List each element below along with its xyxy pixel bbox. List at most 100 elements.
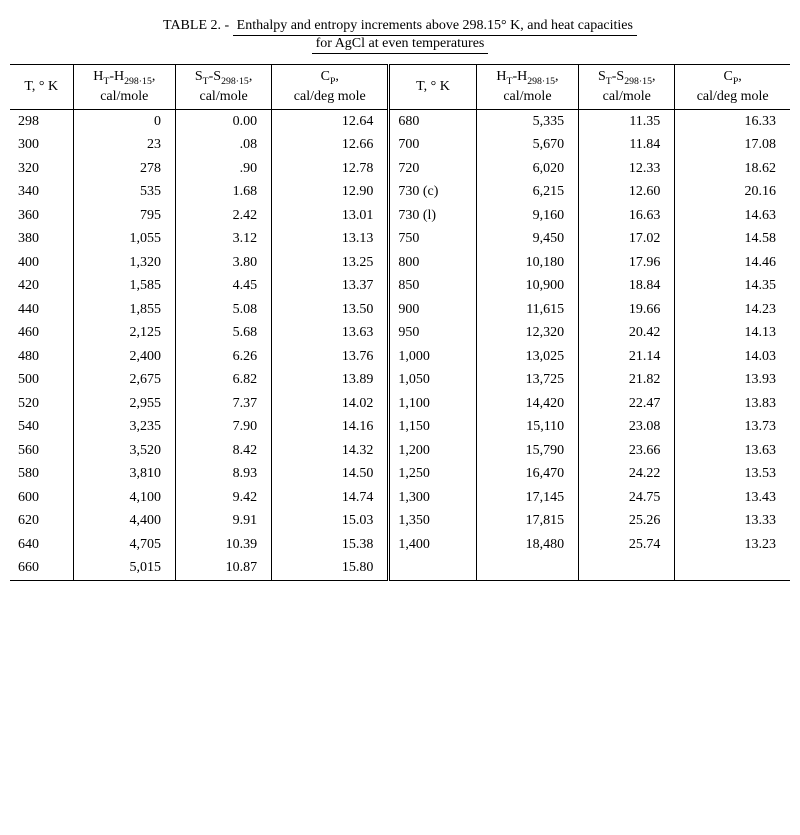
cell-entropy-2: 23.08 xyxy=(579,415,675,439)
cell-entropy-1: .08 xyxy=(176,133,272,157)
table-row: 4802,4006.2613.761,00013,02521.1414.03 xyxy=(10,345,790,369)
cell-temp-2: 950 xyxy=(389,321,476,345)
cell-enthalpy-2: 17,145 xyxy=(476,486,578,510)
cell-enthalpy-2: 15,110 xyxy=(476,415,578,439)
cell-cp-2: 13.63 xyxy=(675,439,790,463)
title-line1: Enthalpy and entropy increments above 29… xyxy=(233,18,637,36)
cell-entropy-2: 25.26 xyxy=(579,509,675,533)
table-row: 6204,4009.9115.031,35017,81525.2613.33 xyxy=(10,509,790,533)
cell-enthalpy-1: 4,400 xyxy=(73,509,175,533)
table-row: 5202,9557.3714.021,10014,42022.4713.83 xyxy=(10,392,790,416)
cell-temp-1: 340 xyxy=(10,180,73,204)
cell-enthalpy-2: 5,335 xyxy=(476,109,578,133)
cell-entropy-1: 2.42 xyxy=(176,204,272,228)
cell-cp-2: 20.16 xyxy=(675,180,790,204)
cell-temp-1: 298 xyxy=(10,109,73,133)
cell-enthalpy-2: 10,180 xyxy=(476,251,578,275)
cell-cp-2: 17.08 xyxy=(675,133,790,157)
cell-temp-2: 730 (l) xyxy=(389,204,476,228)
cell-temp-1: 360 xyxy=(10,204,73,228)
cell-cp-2: 14.03 xyxy=(675,345,790,369)
cell-cp-2 xyxy=(675,556,790,580)
cell-enthalpy-2: 12,320 xyxy=(476,321,578,345)
table-row: 5603,5208.4214.321,20015,79023.6613.63 xyxy=(10,439,790,463)
cell-enthalpy-1: 2,125 xyxy=(73,321,175,345)
cell-entropy-2: 24.75 xyxy=(579,486,675,510)
cell-entropy-1: 0.00 xyxy=(176,109,272,133)
table-row: 6404,70510.3915.381,40018,48025.7413.23 xyxy=(10,533,790,557)
cell-enthalpy-1: 1,855 xyxy=(73,298,175,322)
table-row: 4401,8555.0813.5090011,61519.6614.23 xyxy=(10,298,790,322)
table-row: 3801,0553.1213.137509,45017.0214.58 xyxy=(10,227,790,251)
cell-entropy-1: 4.45 xyxy=(176,274,272,298)
cell-temp-1: 640 xyxy=(10,533,73,557)
cell-cp-2: 13.83 xyxy=(675,392,790,416)
cell-temp-2: 1,400 xyxy=(389,533,476,557)
cell-cp-2: 13.43 xyxy=(675,486,790,510)
cell-enthalpy-1: 2,955 xyxy=(73,392,175,416)
cell-enthalpy-2 xyxy=(476,556,578,580)
cell-cp-2: 13.53 xyxy=(675,462,790,486)
cell-entropy-2: 19.66 xyxy=(579,298,675,322)
cell-enthalpy-2: 6,020 xyxy=(476,157,578,181)
cell-cp-1: 14.16 xyxy=(272,415,389,439)
cell-cp-1: 13.25 xyxy=(272,251,389,275)
cell-cp-2: 14.63 xyxy=(675,204,790,228)
col-temp-2: T, ° K xyxy=(389,65,476,110)
cell-temp-1: 380 xyxy=(10,227,73,251)
cell-cp-1: 13.37 xyxy=(272,274,389,298)
cell-cp-1: 15.38 xyxy=(272,533,389,557)
cell-entropy-1: 8.42 xyxy=(176,439,272,463)
table-row: 4201,5854.4513.3785010,90018.8414.35 xyxy=(10,274,790,298)
cell-temp-2: 750 xyxy=(389,227,476,251)
table-row: 5803,8108.9314.501,25016,47024.2213.53 xyxy=(10,462,790,486)
title-prefix: TABLE 2. - xyxy=(163,18,233,33)
cell-enthalpy-1: 1,055 xyxy=(73,227,175,251)
cell-enthalpy-1: 2,400 xyxy=(73,345,175,369)
cell-entropy-1: 6.26 xyxy=(176,345,272,369)
title-line2: for AgCl at even temperatures xyxy=(312,36,489,54)
cell-entropy-1: 10.39 xyxy=(176,533,272,557)
cell-cp-1: 12.90 xyxy=(272,180,389,204)
cell-entropy-1: 9.91 xyxy=(176,509,272,533)
cell-entropy-1: 7.90 xyxy=(176,415,272,439)
cell-entropy-2 xyxy=(579,556,675,580)
cell-temp-1: 560 xyxy=(10,439,73,463)
cell-entropy-1: 1.68 xyxy=(176,180,272,204)
cell-temp-1: 440 xyxy=(10,298,73,322)
cell-temp-2: 1,100 xyxy=(389,392,476,416)
cell-cp-2: 14.46 xyxy=(675,251,790,275)
cell-entropy-2: 18.84 xyxy=(579,274,675,298)
cell-enthalpy-1: 5,015 xyxy=(73,556,175,580)
col-entropy-2: ST-S298·15,cal/mole xyxy=(579,65,675,110)
cell-cp-1: 12.66 xyxy=(272,133,389,157)
table-row: 3607952.4213.01730 (l)9,16016.6314.63 xyxy=(10,204,790,228)
cell-temp-2: 1,250 xyxy=(389,462,476,486)
cell-temp-2: 720 xyxy=(389,157,476,181)
cell-temp-1: 520 xyxy=(10,392,73,416)
cell-cp-1: 13.76 xyxy=(272,345,389,369)
cell-cp-1: 14.32 xyxy=(272,439,389,463)
cell-cp-2: 14.58 xyxy=(675,227,790,251)
cell-entropy-2: 25.74 xyxy=(579,533,675,557)
cell-entropy-2: 17.02 xyxy=(579,227,675,251)
table-row: 6004,1009.4214.741,30017,14524.7513.43 xyxy=(10,486,790,510)
table-row: 4001,3203.8013.2580010,18017.9614.46 xyxy=(10,251,790,275)
cell-temp-1: 660 xyxy=(10,556,73,580)
cell-entropy-2: 24.22 xyxy=(579,462,675,486)
cell-cp-2: 13.33 xyxy=(675,509,790,533)
cell-cp-2: 13.93 xyxy=(675,368,790,392)
cell-entropy-2: 17.96 xyxy=(579,251,675,275)
cell-entropy-2: 11.84 xyxy=(579,133,675,157)
cell-enthalpy-1: 3,235 xyxy=(73,415,175,439)
cell-temp-1: 420 xyxy=(10,274,73,298)
cell-enthalpy-2: 14,420 xyxy=(476,392,578,416)
table-row: 5403,2357.9014.161,15015,11023.0813.73 xyxy=(10,415,790,439)
cell-temp-1: 600 xyxy=(10,486,73,510)
cell-cp-1: 13.89 xyxy=(272,368,389,392)
table-row: 6605,01510.8715.80 xyxy=(10,556,790,580)
col-entropy-1: ST-S298·15,cal/mole xyxy=(176,65,272,110)
cell-enthalpy-2: 10,900 xyxy=(476,274,578,298)
cell-temp-1: 480 xyxy=(10,345,73,369)
cell-entropy-1: 7.37 xyxy=(176,392,272,416)
